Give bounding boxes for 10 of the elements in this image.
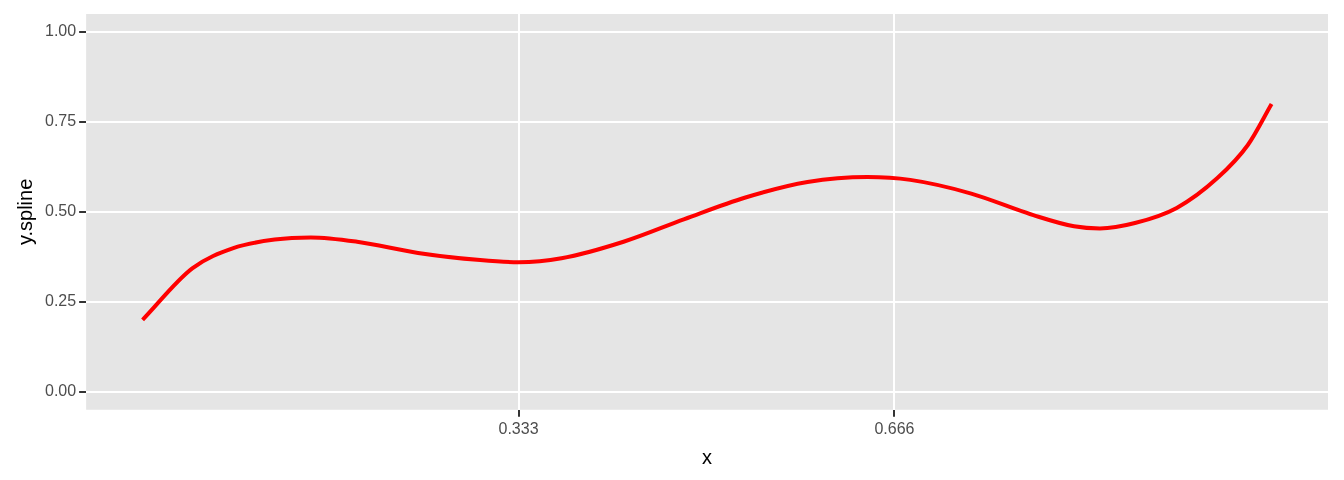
y-tick-label: 0.75	[45, 112, 77, 130]
x-axis-title: x	[702, 445, 713, 468]
x-tick-label: 0.333	[498, 419, 539, 437]
y-tick-label: 1.00	[45, 22, 77, 40]
y-tick-label: 0.25	[45, 292, 77, 310]
y-tick-label: 0.50	[45, 202, 77, 220]
y-axis-title: y.spline	[13, 178, 36, 246]
y-tick-label: 0.00	[45, 382, 77, 400]
x-tick-label: 0.666	[874, 419, 915, 437]
line-series	[140, 101, 1274, 322]
